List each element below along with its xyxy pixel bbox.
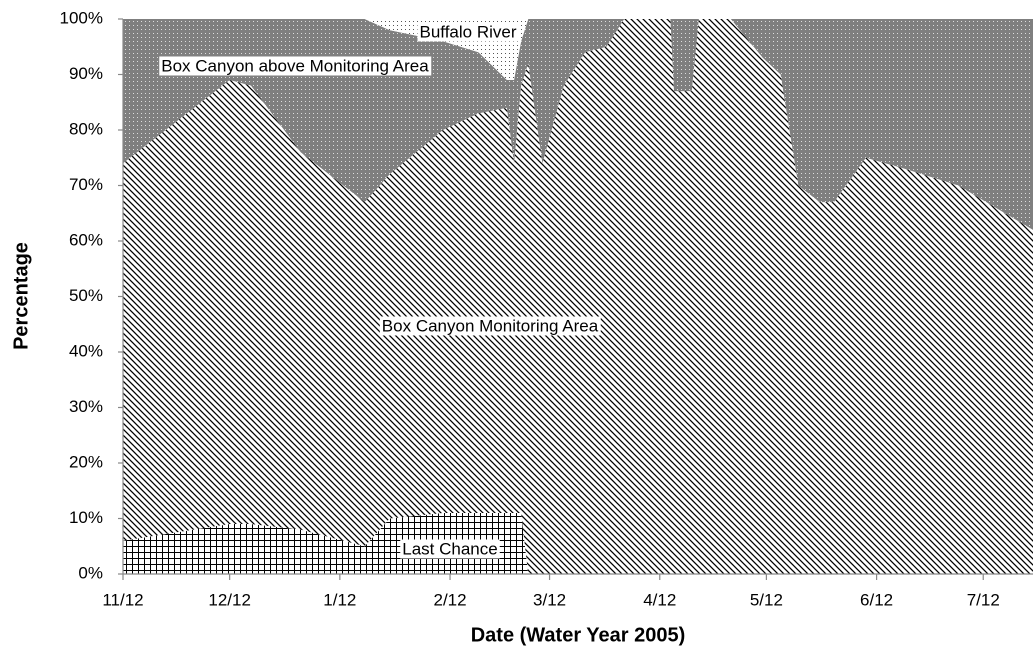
series-label: Last Chance [400, 539, 500, 559]
y-tick-label: 80% [69, 119, 103, 138]
label-background [400, 539, 500, 559]
x-tick-label: 6/12 [860, 590, 893, 609]
x-tick-label: 1/12 [323, 590, 356, 609]
y-tick-label: 60% [69, 230, 103, 249]
x-tick-label: 2/12 [433, 590, 466, 609]
series-label-text: Last Chance [402, 539, 497, 558]
label-background [417, 22, 519, 42]
y-tick-label: 10% [69, 508, 103, 527]
x-axis-title: Date (Water Year 2005) [471, 624, 686, 646]
series-label-text: Buffalo River [419, 22, 516, 41]
label-background [159, 56, 432, 76]
y-tick-label: 70% [69, 175, 103, 194]
y-tick-label: 0% [78, 563, 103, 582]
y-axis-title: Percentage [10, 242, 32, 350]
y-tick-label: 20% [69, 452, 103, 471]
series-label-text: Box Canyon Monitoring Area [382, 316, 599, 335]
area [123, 512, 1033, 574]
area [123, 19, 1033, 574]
series-label: Box Canyon Monitoring Area [379, 316, 601, 336]
label-background [379, 316, 601, 336]
y-tick-label: 40% [69, 341, 103, 360]
x-tick-label: 12/12 [208, 590, 251, 609]
series-label: Box Canyon above Monitoring Area [159, 56, 432, 76]
series-label-text: Box Canyon above Monitoring Area [161, 56, 429, 75]
x-tick-label: 5/12 [750, 590, 783, 609]
y-tick-label: 90% [69, 64, 103, 83]
series-label: Buffalo River [417, 22, 519, 42]
x-tick-label: 3/12 [533, 590, 566, 609]
y-tick-label: 100% [60, 8, 103, 27]
x-tick-label: 4/12 [643, 590, 676, 609]
x-tick-label: 7/12 [967, 590, 1000, 609]
y-tick-label: 30% [69, 397, 103, 416]
x-tick-label: 11/12 [102, 590, 143, 609]
y-tick-label: 50% [69, 286, 103, 305]
